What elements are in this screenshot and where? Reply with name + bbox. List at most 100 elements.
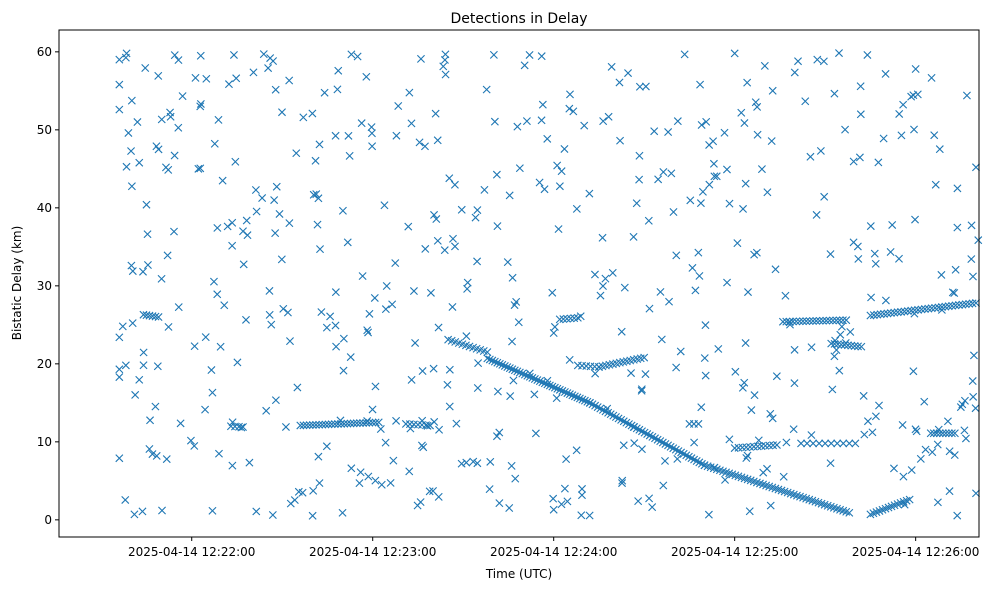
detection-point <box>932 429 941 438</box>
detection-point <box>945 447 954 456</box>
detection-point <box>115 454 124 463</box>
detection-point <box>196 102 205 111</box>
detection-point <box>635 151 644 160</box>
detection-point <box>431 109 440 118</box>
detection-point <box>485 355 494 364</box>
detection-point <box>709 159 718 168</box>
detection-point <box>698 187 707 196</box>
detection-point <box>355 419 364 428</box>
detection-point <box>855 153 864 162</box>
detection-point <box>122 49 131 58</box>
detection-point <box>912 427 921 436</box>
detection-point <box>115 105 124 114</box>
detection-point <box>654 175 663 184</box>
detection-point <box>549 494 558 503</box>
x-tick-label: 2025-04-14 12:24:00 <box>490 545 617 559</box>
detection-point <box>296 421 305 430</box>
detection-point <box>545 381 554 390</box>
detection-point <box>233 358 242 367</box>
detection-point <box>585 511 594 520</box>
detection-point <box>141 64 150 72</box>
detection-point <box>338 206 347 215</box>
detection-point <box>856 110 865 119</box>
detection-point <box>345 151 354 160</box>
detection-point <box>580 121 589 130</box>
detection-point <box>866 222 875 231</box>
detection-point <box>950 451 959 460</box>
detection-point <box>509 376 518 385</box>
detection-point <box>798 317 807 326</box>
detection-point <box>933 440 942 449</box>
detection-point <box>382 281 391 290</box>
detection-point <box>407 119 416 128</box>
detection-point <box>928 448 937 457</box>
detection-point <box>562 314 571 323</box>
detection-point <box>194 164 203 173</box>
detection-point <box>505 191 514 200</box>
detection-point <box>951 265 960 274</box>
detection-point <box>806 152 815 161</box>
detection-point <box>346 353 355 362</box>
detection-point <box>739 204 748 213</box>
detection-point <box>440 246 449 255</box>
detection-point <box>825 316 834 325</box>
detection-point <box>492 170 501 179</box>
detection-point <box>603 404 612 413</box>
detection-point <box>213 223 222 232</box>
detection-point <box>813 55 822 64</box>
detection-point <box>543 134 552 143</box>
detection-point <box>731 367 740 376</box>
detection-point <box>409 287 418 296</box>
detection-point <box>967 221 976 230</box>
detection-point <box>473 257 482 266</box>
detection-point <box>830 89 839 98</box>
detection-point <box>820 192 829 201</box>
detection-point <box>394 101 403 110</box>
x-axis-label: Time (UTC) <box>485 567 552 581</box>
detection-point <box>330 420 339 429</box>
detection-point <box>445 402 454 411</box>
detection-point <box>578 484 587 493</box>
detection-point <box>566 90 574 99</box>
detection-point <box>555 182 564 191</box>
detection-point <box>327 420 336 429</box>
detection-point <box>333 85 342 94</box>
detection-point <box>927 304 936 313</box>
detection-point <box>895 254 903 263</box>
detection-point <box>201 405 210 414</box>
detection-point <box>826 459 835 468</box>
detection-point <box>803 439 812 448</box>
detection-point <box>311 156 320 165</box>
detection-point <box>575 394 584 403</box>
detection-point <box>577 511 586 520</box>
detection-point <box>228 418 237 427</box>
detection-point <box>452 419 461 428</box>
detection-point <box>500 361 509 370</box>
detection-point <box>961 434 970 443</box>
detection-point <box>413 501 422 510</box>
detection-point <box>960 396 969 405</box>
detection-point <box>473 206 482 215</box>
detection-point <box>259 50 268 59</box>
detection-point <box>838 316 847 325</box>
detection-point <box>859 391 868 400</box>
detection-point <box>568 391 577 400</box>
detection-point <box>239 423 247 432</box>
detection-point <box>228 461 237 470</box>
detection-point <box>224 80 233 89</box>
detection-point <box>580 396 589 405</box>
detection-point <box>368 418 377 427</box>
detection-point <box>795 317 804 326</box>
detection-point <box>899 100 908 109</box>
detection-point <box>688 263 697 272</box>
detection-point <box>680 50 689 59</box>
detection-point <box>920 397 929 406</box>
detection-point <box>196 99 205 108</box>
detection-point <box>135 158 144 167</box>
detection-point <box>759 468 768 477</box>
detection-point <box>314 452 323 461</box>
detection-point <box>962 91 971 100</box>
detection-point <box>553 161 562 170</box>
detection-point <box>598 233 607 242</box>
detection-point <box>937 305 946 314</box>
